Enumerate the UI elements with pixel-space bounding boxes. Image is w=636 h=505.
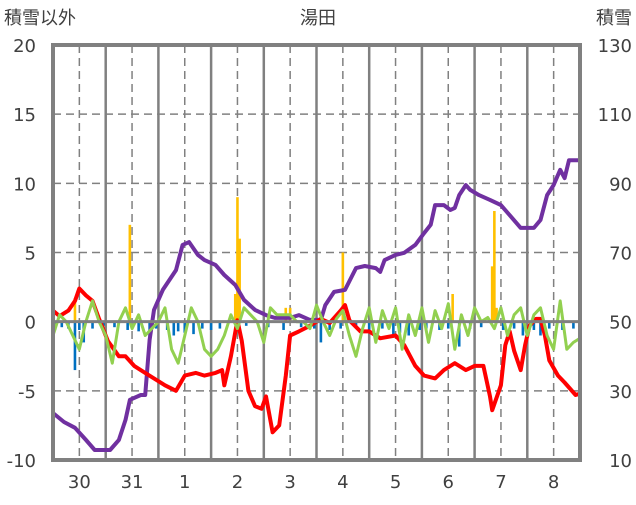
negative_bars-bar bbox=[183, 321, 187, 333]
positive_bars-bar bbox=[493, 211, 496, 322]
series-line-積雪 bbox=[51, 158, 580, 452]
negative_bars-bar bbox=[381, 321, 384, 329]
x-tick-label: 8 bbox=[548, 472, 559, 493]
left-tick-label: 5 bbox=[25, 244, 36, 265]
positive_bars-bar bbox=[341, 252, 345, 322]
negative_bars-bar bbox=[73, 321, 77, 371]
negative_bars-bar bbox=[532, 321, 536, 330]
x-tick-label: 1 bbox=[179, 472, 190, 493]
left-tick-label: -10 bbox=[7, 451, 36, 472]
x-tick-label: 2 bbox=[232, 472, 243, 493]
right-axis-label: 積雪 bbox=[596, 8, 632, 29]
negative_bars-bar bbox=[572, 321, 575, 329]
negative_bars-bar bbox=[192, 321, 195, 335]
negative_bars-bar bbox=[547, 321, 551, 329]
positive_bars-bar bbox=[495, 307, 498, 322]
left-tick-label: -5 bbox=[18, 382, 36, 403]
right-tick-label: 130 bbox=[598, 36, 632, 57]
negative_bars-bar bbox=[137, 321, 140, 332]
negative_bars-bar bbox=[418, 321, 422, 330]
right-tick-label: 90 bbox=[609, 174, 632, 195]
negative_bars-bar bbox=[328, 321, 331, 330]
negative_bars-bar bbox=[60, 321, 64, 328]
x-tick-label: 6 bbox=[443, 472, 454, 493]
negative_bars-bar bbox=[209, 321, 213, 330]
positive_bars-bar bbox=[490, 266, 494, 322]
negative_bars-bar bbox=[172, 321, 176, 336]
left-tick-label: 15 bbox=[13, 105, 36, 126]
left-tick-label: 0 bbox=[25, 313, 36, 334]
negative_bars-bar bbox=[446, 321, 450, 329]
left-tick-label: 10 bbox=[13, 174, 36, 195]
right-tick-label: 70 bbox=[609, 244, 632, 265]
chart-title: 湯田 bbox=[300, 8, 336, 29]
positive_bars-bar bbox=[451, 294, 454, 322]
negative_bars-bar bbox=[367, 321, 371, 330]
plot-border bbox=[51, 43, 582, 462]
x-tick-label: 7 bbox=[495, 472, 506, 493]
negative_bars-bar bbox=[539, 321, 542, 336]
positive_bars-bar bbox=[233, 294, 237, 322]
negative_bars-bar bbox=[501, 321, 505, 330]
negative_bars-bar bbox=[512, 321, 516, 329]
negative_bars-bar bbox=[479, 321, 483, 328]
negative_bars-bar bbox=[78, 321, 81, 330]
grid bbox=[53, 45, 580, 460]
negative_bars-bar bbox=[392, 321, 395, 335]
left-axis-label: 積雪以外 bbox=[4, 8, 76, 29]
x-tick-label: 31 bbox=[121, 472, 144, 493]
negative_bars-bar bbox=[201, 321, 204, 329]
left-tick-label: 20 bbox=[13, 36, 36, 57]
negative_bars-bar bbox=[299, 321, 303, 328]
negative_bars-bar bbox=[218, 321, 222, 329]
negative_bars-bar bbox=[102, 321, 105, 326]
x-tick-label: 3 bbox=[284, 472, 295, 493]
plot-frame bbox=[51, 43, 582, 462]
right-tick-label: 10 bbox=[609, 451, 632, 472]
positive_bars-bar bbox=[236, 197, 239, 322]
negative_bars-bar bbox=[339, 321, 342, 329]
right-tick-label: 50 bbox=[609, 313, 632, 334]
negative_bars-bar bbox=[113, 321, 116, 328]
positive_bars-bar bbox=[128, 224, 132, 322]
negative_bars-bar bbox=[282, 321, 285, 330]
negative_bars-bar bbox=[126, 321, 129, 330]
right-tick-label: 110 bbox=[598, 105, 632, 126]
negative_bars-bar bbox=[319, 321, 323, 343]
x-tick-label: 4 bbox=[337, 472, 348, 493]
x-tick-label: 5 bbox=[390, 472, 401, 493]
negative_bars-bar bbox=[407, 321, 411, 336]
positive_bars-bar bbox=[238, 238, 241, 322]
negative_bars-bar bbox=[244, 321, 248, 326]
positive_bars-bar bbox=[73, 298, 77, 322]
x-tick-label: 30 bbox=[68, 472, 91, 493]
negative_bars-bar bbox=[91, 321, 94, 329]
negative_bars-bar bbox=[176, 321, 180, 332]
right-tick-label: 30 bbox=[609, 382, 632, 403]
negative_bars-bar bbox=[521, 321, 525, 336]
